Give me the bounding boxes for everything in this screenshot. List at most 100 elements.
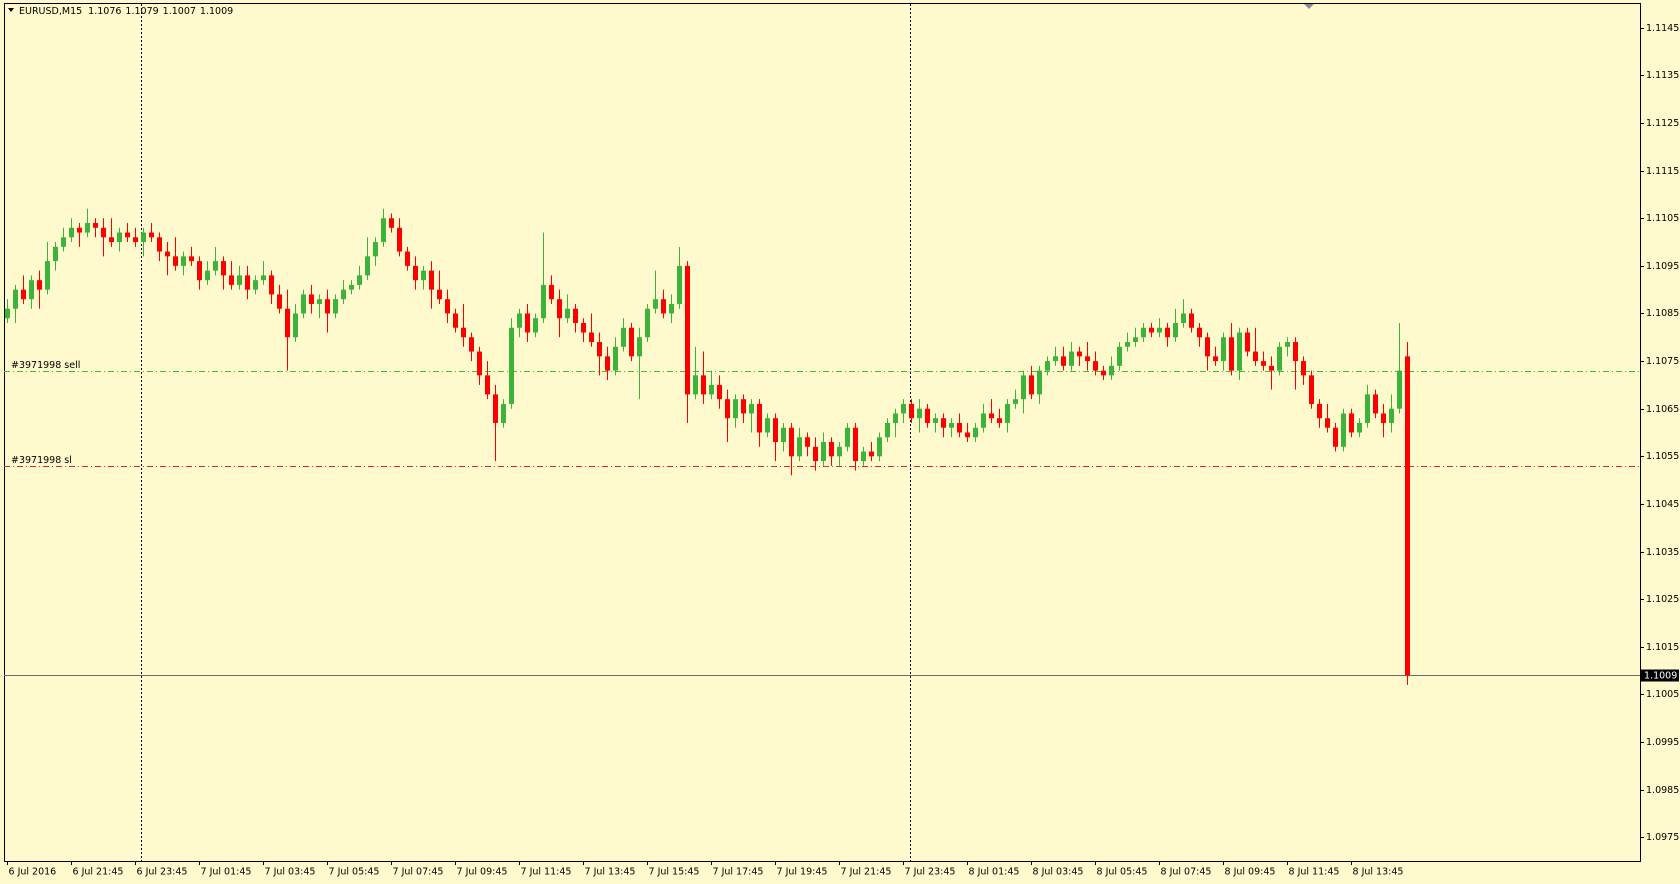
candle-body (173, 256, 178, 266)
candle-body (333, 299, 338, 314)
x-tick-label: 8 Jul 03:45 (1033, 867, 1084, 878)
candle-body (1397, 370, 1402, 409)
candle-body (1285, 342, 1290, 347)
candle-body (437, 289, 442, 300)
candle-body (21, 289, 26, 300)
candle-body (453, 313, 458, 328)
candle-body (613, 346, 618, 371)
candle-body (509, 327, 514, 404)
y-tick-label: 1.1055 (1646, 451, 1679, 462)
candle-body (1117, 346, 1122, 366)
candle-body (405, 251, 410, 266)
candle-body (1221, 337, 1226, 362)
candle-body (1333, 427, 1338, 447)
ohlc-high: 1.1079 (125, 6, 158, 17)
x-tick-label: 7 Jul 19:45 (777, 867, 828, 878)
candle-body (1045, 361, 1050, 371)
candle-body (373, 242, 378, 257)
x-tick-label: 7 Jul 03:45 (265, 867, 316, 878)
candle-body (701, 375, 706, 395)
candle-body (1381, 413, 1386, 423)
order-label: #3971998 sell (11, 360, 80, 371)
candle-body (661, 299, 666, 314)
candle-body (117, 232, 122, 243)
candle-body (693, 375, 698, 395)
x-tick-label: 7 Jul 11:45 (521, 867, 572, 878)
candle-body (821, 442, 826, 462)
candle-body (853, 427, 858, 462)
candle-body (589, 332, 594, 343)
candle-body (1165, 327, 1170, 338)
candle-body (877, 437, 882, 457)
candle-body (165, 251, 170, 257)
candle-body (397, 227, 402, 252)
candle-body (685, 265, 690, 395)
candle-body (725, 399, 730, 419)
candle-body (1093, 361, 1098, 371)
candle-body (677, 265, 682, 304)
candle-body (1301, 361, 1306, 376)
x-tick-label: 7 Jul 23:45 (905, 867, 956, 878)
candle-body (189, 256, 194, 262)
candle-body (717, 384, 722, 400)
candle-body (1389, 408, 1394, 423)
candle-body (1149, 327, 1154, 333)
x-tick-label: 7 Jul 17:45 (713, 867, 764, 878)
candle-body (277, 294, 282, 309)
y-tick-label: 1.0995 (1646, 737, 1679, 748)
candle-body (1061, 356, 1066, 366)
menu-arrow[interactable] (8, 8, 14, 12)
candle-body (1101, 370, 1106, 376)
candle-body (1261, 361, 1266, 366)
candle-body (1245, 332, 1250, 352)
candle-body (669, 303, 674, 314)
y-tick-label: 1.1115 (1646, 166, 1679, 177)
candle-body (909, 403, 914, 419)
y-tick-label: 1.1125 (1646, 118, 1679, 129)
candle-body (925, 408, 930, 423)
candle-body (53, 246, 58, 262)
candle-body (1069, 351, 1074, 366)
x-tick-label: 6 Jul 2016 (9, 867, 57, 878)
y-tick-label: 1.1095 (1646, 261, 1679, 272)
candle-body (421, 270, 426, 281)
candle-body (941, 418, 946, 428)
candle-body (237, 275, 242, 285)
candle-body (1357, 422, 1362, 433)
candle-body (1053, 356, 1058, 362)
ohlc-low: 1.1007 (163, 6, 196, 17)
candle-body (741, 399, 746, 414)
candle-body (1157, 327, 1162, 333)
candle-body (469, 337, 474, 352)
candle-body (1189, 313, 1194, 328)
candle-body (61, 237, 66, 247)
candle-body (805, 437, 810, 447)
candle-body (797, 437, 802, 457)
candle-body (109, 237, 114, 243)
x-tick-label: 8 Jul 07:45 (1161, 867, 1212, 878)
candle-body (933, 418, 938, 423)
candle-body (93, 223, 98, 228)
candle-body (885, 422, 890, 438)
candle-body (1365, 394, 1370, 423)
candle-body (1077, 351, 1082, 357)
candle-body (1021, 375, 1026, 400)
candle-body (365, 256, 370, 276)
candle-body (413, 265, 418, 281)
candle-body (301, 294, 306, 314)
price-label-box (1641, 669, 1679, 682)
candle-body (157, 237, 162, 252)
plot-frame (4, 3, 1641, 862)
candle-body (789, 427, 794, 457)
candle-body (221, 261, 226, 276)
candle-body (1341, 413, 1346, 447)
candle-body (1293, 342, 1298, 362)
candle-body (13, 289, 18, 309)
candle-body (45, 261, 50, 290)
y-tick-label: 1.1045 (1646, 499, 1679, 510)
candle-body (1269, 365, 1274, 371)
x-tick-label: 8 Jul 13:45 (1353, 867, 1404, 878)
